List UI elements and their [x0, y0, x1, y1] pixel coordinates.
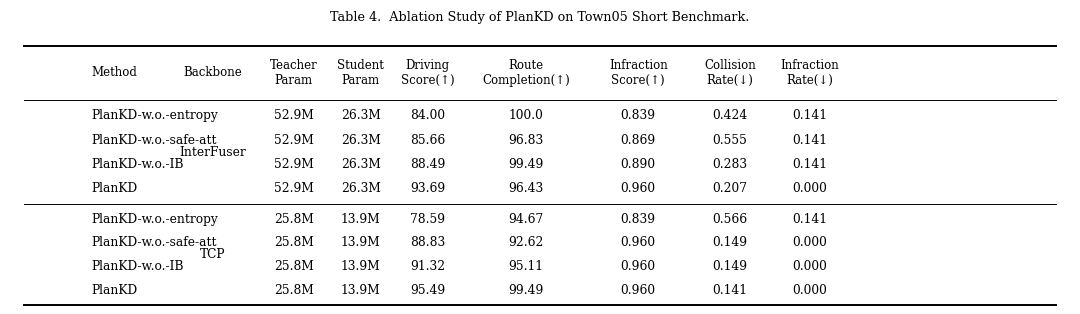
- Text: 0.141: 0.141: [793, 158, 827, 171]
- Text: 0.000: 0.000: [793, 182, 827, 195]
- Text: 0.207: 0.207: [713, 182, 747, 195]
- Text: 99.49: 99.49: [509, 284, 543, 297]
- Text: Backbone: Backbone: [184, 66, 242, 79]
- Text: 0.424: 0.424: [713, 109, 747, 122]
- Text: 0.960: 0.960: [621, 236, 656, 249]
- Text: PlanKD-w.o.-entropy: PlanKD-w.o.-entropy: [92, 213, 218, 225]
- Text: 96.83: 96.83: [509, 134, 543, 147]
- Text: 0.960: 0.960: [621, 260, 656, 273]
- Text: 78.59: 78.59: [410, 213, 445, 225]
- Text: 91.32: 91.32: [410, 260, 445, 273]
- Text: 13.9M: 13.9M: [341, 284, 380, 297]
- Text: 100.0: 100.0: [509, 109, 543, 122]
- Text: 0.000: 0.000: [793, 260, 827, 273]
- Text: PlanKD-w.o.-IB: PlanKD-w.o.-IB: [92, 158, 185, 171]
- Text: 92.62: 92.62: [509, 236, 543, 249]
- Text: 13.9M: 13.9M: [341, 236, 380, 249]
- Text: 85.66: 85.66: [410, 134, 445, 147]
- Text: 26.3M: 26.3M: [341, 182, 380, 195]
- Text: PlanKD: PlanKD: [92, 182, 138, 195]
- Text: Route
Completion(↑): Route Completion(↑): [482, 59, 570, 87]
- Text: 0.149: 0.149: [713, 260, 747, 273]
- Text: 52.9M: 52.9M: [274, 182, 313, 195]
- Text: 52.9M: 52.9M: [274, 158, 313, 171]
- Text: 26.3M: 26.3M: [341, 109, 380, 122]
- Text: Teacher
Param: Teacher Param: [270, 59, 318, 87]
- Text: 95.11: 95.11: [509, 260, 543, 273]
- Text: 84.00: 84.00: [410, 109, 445, 122]
- Text: 0.141: 0.141: [793, 134, 827, 147]
- Text: 0.839: 0.839: [621, 213, 656, 225]
- Text: 0.141: 0.141: [793, 109, 827, 122]
- Text: 0.960: 0.960: [621, 182, 656, 195]
- Text: TCP: TCP: [200, 248, 226, 261]
- Text: 0.283: 0.283: [713, 158, 747, 171]
- Text: 26.3M: 26.3M: [341, 158, 380, 171]
- Text: 0.839: 0.839: [621, 109, 656, 122]
- Text: 0.000: 0.000: [793, 284, 827, 297]
- Text: 95.49: 95.49: [410, 284, 445, 297]
- Text: 25.8M: 25.8M: [274, 284, 313, 297]
- Text: 0.890: 0.890: [621, 158, 656, 171]
- Text: Student
Param: Student Param: [337, 59, 384, 87]
- Text: 0.566: 0.566: [713, 213, 747, 225]
- Text: 0.555: 0.555: [713, 134, 747, 147]
- Text: 52.9M: 52.9M: [274, 134, 313, 147]
- Text: 52.9M: 52.9M: [274, 109, 313, 122]
- Text: 13.9M: 13.9M: [341, 260, 380, 273]
- Text: Collision
Rate(↓): Collision Rate(↓): [704, 59, 756, 87]
- Text: 88.83: 88.83: [410, 236, 445, 249]
- Text: PlanKD-w.o.-safe-att: PlanKD-w.o.-safe-att: [92, 134, 217, 147]
- Text: 0.869: 0.869: [621, 134, 656, 147]
- Text: 25.8M: 25.8M: [274, 213, 313, 225]
- Text: 0.000: 0.000: [793, 236, 827, 249]
- Text: 94.67: 94.67: [509, 213, 543, 225]
- Text: 96.43: 96.43: [509, 182, 543, 195]
- Text: 0.149: 0.149: [713, 236, 747, 249]
- Text: Infraction
Score(↑): Infraction Score(↑): [609, 59, 667, 87]
- Text: Table 4.  Ablation Study of PlanKD on Town05 Short Benchmark.: Table 4. Ablation Study of PlanKD on Tow…: [330, 11, 750, 24]
- Text: PlanKD-w.o.-entropy: PlanKD-w.o.-entropy: [92, 109, 218, 122]
- Text: 13.9M: 13.9M: [341, 213, 380, 225]
- Text: Infraction
Rate(↓): Infraction Rate(↓): [781, 59, 839, 87]
- Text: 0.141: 0.141: [713, 284, 747, 297]
- Text: Driving
Score(↑): Driving Score(↑): [401, 59, 455, 87]
- Text: 99.49: 99.49: [509, 158, 543, 171]
- Text: 0.141: 0.141: [793, 213, 827, 225]
- Text: PlanKD: PlanKD: [92, 284, 138, 297]
- Text: 0.960: 0.960: [621, 284, 656, 297]
- Text: 25.8M: 25.8M: [274, 260, 313, 273]
- Text: Method: Method: [92, 66, 137, 79]
- Text: 26.3M: 26.3M: [341, 134, 380, 147]
- Text: InterFuser: InterFuser: [179, 146, 246, 159]
- Text: 88.49: 88.49: [410, 158, 445, 171]
- Text: 93.69: 93.69: [410, 182, 445, 195]
- Text: PlanKD-w.o.-safe-att: PlanKD-w.o.-safe-att: [92, 236, 217, 249]
- Text: PlanKD-w.o.-IB: PlanKD-w.o.-IB: [92, 260, 185, 273]
- Text: 25.8M: 25.8M: [274, 236, 313, 249]
